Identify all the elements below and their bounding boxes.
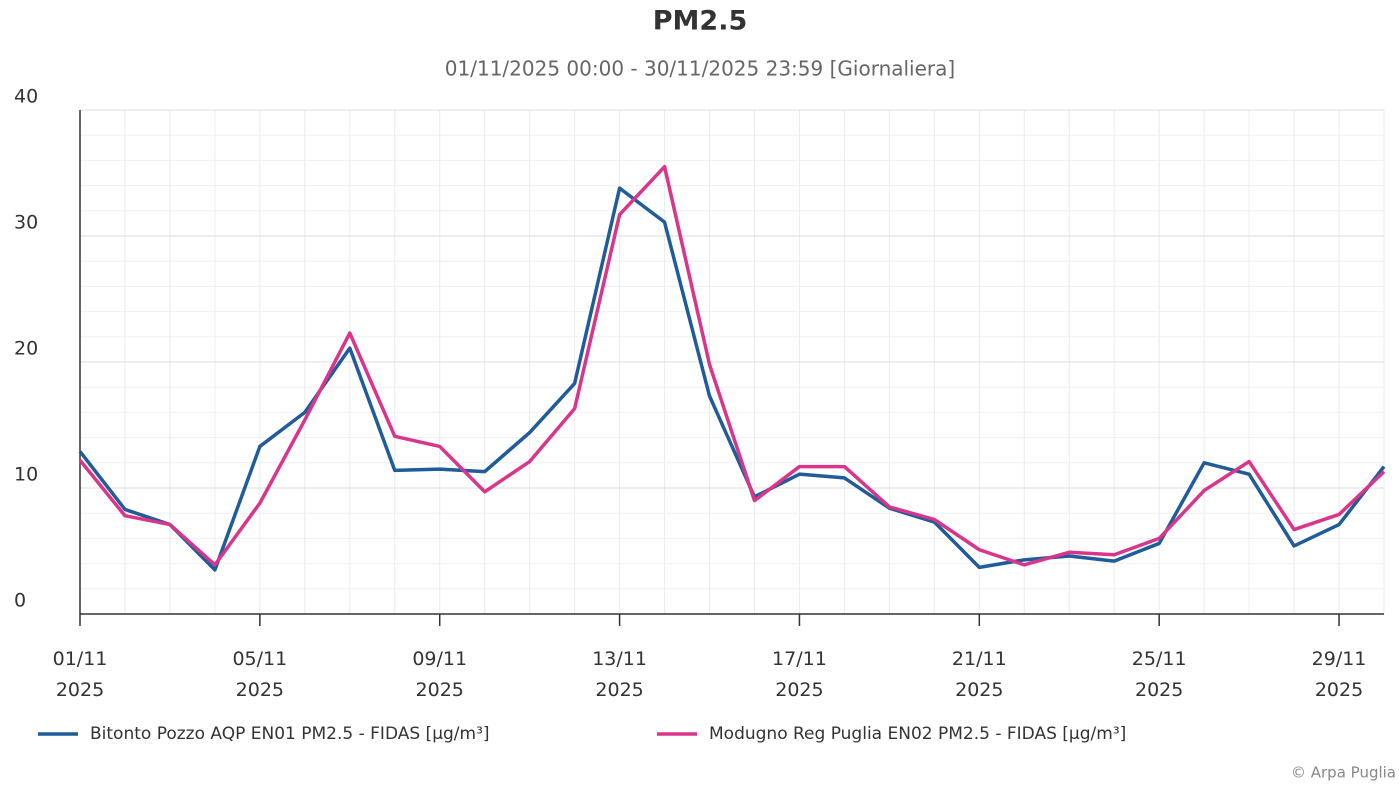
chart-subtitle: 01/11/2025 00:00 - 30/11/2025 23:59 [Gio… xyxy=(445,57,955,81)
x-tick-label: 09/11 2025 xyxy=(412,648,468,701)
series-line xyxy=(78,186,1386,572)
y-tick-label: 0 xyxy=(14,590,26,612)
x-tick-label: 29/11 2025 xyxy=(1311,648,1367,701)
y-tick-label: 30 xyxy=(14,212,38,234)
y-tick-label: 10 xyxy=(14,464,38,486)
x-tick-label: 01/11 2025 xyxy=(52,648,108,701)
chart-title: PM2.5 xyxy=(653,6,748,37)
legend-label: Bitonto Pozzo AQP EN01 PM2.5 - FIDAS [µg… xyxy=(90,724,490,744)
x-tick-label: 05/11 2025 xyxy=(232,648,288,701)
y-tick-label: 20 xyxy=(14,338,38,360)
x-tick-label: 13/11 2025 xyxy=(592,648,647,701)
series-line xyxy=(78,164,1386,567)
y-tick-label: 40 xyxy=(14,86,38,108)
legend-label: Modugno Reg Puglia EN02 PM2.5 - FIDAS [µ… xyxy=(709,724,1126,744)
x-tick-label: 25/11 2025 xyxy=(1131,648,1187,701)
x-tick-label: 21/11 2025 xyxy=(951,648,1007,701)
x-tick-label: 17/11 2025 xyxy=(772,648,827,701)
credits: © Arpa Puglia xyxy=(1291,764,1396,782)
